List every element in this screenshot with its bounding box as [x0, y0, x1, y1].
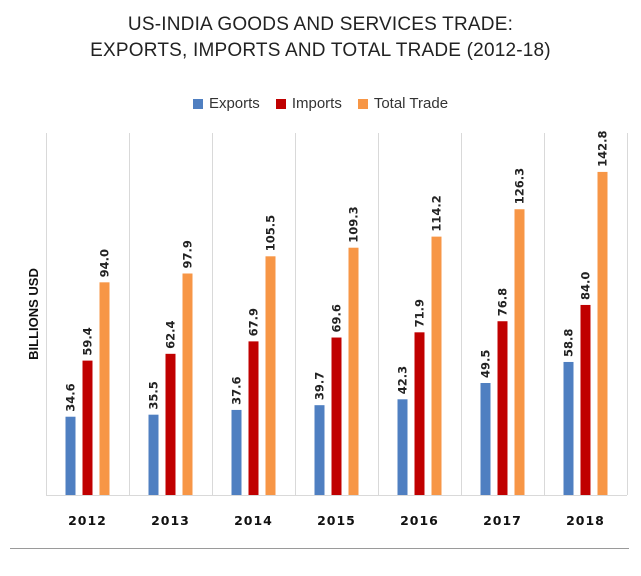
legend-item-imports: Imports — [275, 95, 342, 112]
bar-imports-2014 — [248, 341, 259, 495]
bar-exports-2017 — [480, 383, 491, 495]
legend-item-exports: Exports — [192, 95, 260, 112]
data-label-total-trade-2013: 97.9 — [181, 240, 195, 268]
data-label-imports-2013: 62.4 — [164, 320, 178, 348]
data-label-exports-2016: 42.3 — [396, 366, 410, 394]
bar-total-trade-2013 — [182, 273, 193, 495]
data-label-exports-2017: 49.5 — [479, 350, 493, 378]
data-label-imports-2015: 69.6 — [330, 304, 344, 332]
legend-label-exports: Exports — [208, 95, 260, 112]
bar-imports-2015 — [331, 337, 342, 495]
data-label-total-trade-2014: 105.5 — [264, 215, 278, 251]
bar-imports-2018 — [580, 304, 591, 495]
bar-total-trade-2018 — [597, 171, 608, 496]
x-tick-label-2015: 2015 — [317, 513, 356, 528]
x-tick-label-2018: 2018 — [566, 513, 605, 528]
footer-divider — [10, 548, 629, 549]
data-label-imports-2018: 84.0 — [579, 272, 593, 300]
bar-imports-2017 — [497, 321, 508, 495]
data-label-exports-2013: 35.5 — [147, 381, 161, 409]
legend-swatch-total-trade — [357, 98, 368, 109]
legend-label-total-trade: Total Trade — [373, 95, 449, 112]
data-label-total-trade-2016: 114.2 — [430, 195, 444, 231]
data-label-imports-2014: 67.9 — [247, 308, 261, 336]
y-axis-label: BILLIONS USD — [26, 268, 41, 360]
bar-total-trade-2014 — [265, 256, 276, 495]
data-label-exports-2015: 39.7 — [313, 372, 327, 400]
legend-swatch-imports — [275, 98, 286, 109]
data-label-total-trade-2017: 126.3 — [513, 168, 527, 204]
chart-title-line-2: EXPORTS, IMPORTS AND TOTAL TRADE (2012-1… — [90, 40, 551, 61]
data-label-total-trade-2015: 109.3 — [347, 206, 361, 242]
data-label-total-trade-2012: 94.0 — [98, 249, 112, 277]
bar-total-trade-2016 — [431, 236, 442, 495]
legend: Exports Imports Total Trade — [0, 95, 641, 112]
x-tick-label-2017: 2017 — [483, 513, 522, 528]
bar-total-trade-2012 — [99, 282, 110, 495]
bar-imports-2013 — [165, 353, 176, 495]
legend-item-total-trade: Total Trade — [357, 95, 449, 112]
data-label-exports-2012: 34.6 — [64, 383, 78, 411]
x-tick-label-2014: 2014 — [234, 513, 273, 528]
x-tick-label-2016: 2016 — [400, 513, 439, 528]
bar-exports-2016 — [397, 399, 408, 495]
bar-exports-2014 — [231, 409, 242, 495]
bar-exports-2015 — [314, 405, 325, 495]
legend-label-imports: Imports — [291, 95, 342, 112]
data-label-imports-2017: 76.8 — [496, 288, 510, 316]
x-tick-label-2013: 2013 — [151, 513, 190, 528]
data-label-exports-2018: 58.8 — [562, 329, 576, 357]
data-label-imports-2016: 71.9 — [413, 299, 427, 327]
bar-total-trade-2015 — [348, 247, 359, 495]
bar-exports-2012 — [65, 416, 76, 495]
data-label-imports-2012: 59.4 — [81, 327, 95, 355]
bar-exports-2013 — [148, 414, 159, 495]
bar-exports-2018 — [563, 361, 574, 495]
legend-swatch-exports — [192, 98, 203, 109]
data-label-exports-2014: 37.6 — [230, 377, 244, 405]
bar-imports-2016 — [414, 332, 425, 495]
data-label-total-trade-2018: 142.8 — [596, 131, 610, 167]
bar-imports-2012 — [82, 360, 93, 495]
x-tick-label-2012: 2012 — [68, 513, 107, 528]
chart-title-line-1: US-INDIA GOODS AND SERVICES TRADE: — [127, 14, 514, 35]
bar-total-trade-2017 — [514, 209, 525, 495]
